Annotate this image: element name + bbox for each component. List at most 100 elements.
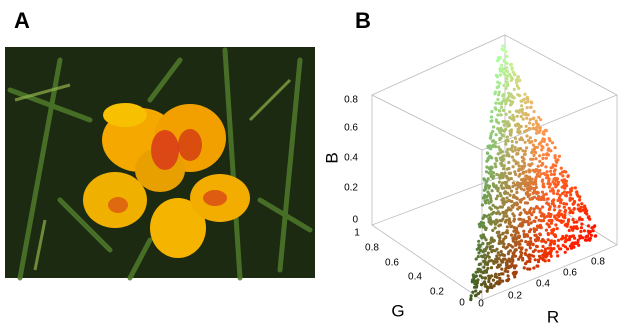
color-point [533,110,536,113]
color-point [566,191,569,194]
color-point [512,238,515,241]
color-point [496,260,499,263]
color-point [517,147,520,150]
color-point [549,170,552,173]
color-point [525,134,528,137]
color-point [492,279,495,282]
color-point [483,189,486,192]
color-point [532,243,535,246]
color-point [580,226,583,229]
color-point [499,157,502,160]
color-point [510,190,513,193]
color-point [523,153,526,156]
color-point [484,270,487,273]
color-point [520,115,523,118]
color-point [539,224,542,227]
color-point [490,132,493,135]
tick-label: 0.8 [591,257,605,268]
color-point [573,237,576,240]
color-point [543,251,546,254]
color-point [505,200,508,203]
color-point [511,255,514,258]
color-point [578,195,581,198]
color-point [482,266,485,269]
color-point [514,241,517,244]
color-point [532,266,535,269]
color-point [570,245,573,248]
color-point [507,274,510,277]
color-point [506,70,509,73]
color-point [561,179,564,182]
color-point [491,245,494,248]
color-point [511,140,514,143]
color-point [542,153,545,156]
color-point [533,147,536,150]
color-point [506,279,509,282]
color-point [521,149,524,152]
color-point [519,173,522,176]
color-point [529,163,532,166]
color-point [574,241,577,244]
color-point [496,221,499,224]
color-point [477,243,480,246]
color-point [505,66,508,69]
color-point [511,114,514,117]
color-point [532,181,535,184]
color-point [565,203,568,206]
color-point [539,141,542,144]
color-point [510,68,513,71]
color-point [515,110,518,113]
color-point [500,102,503,105]
color-point [564,224,567,227]
color-point [496,113,499,116]
color-point [503,258,506,261]
color-point [538,160,541,163]
color-point [527,185,530,188]
color-point [524,101,527,104]
color-point [496,86,499,89]
color-point [562,215,565,218]
color-point [472,279,475,282]
color-point [490,110,493,113]
color-point [563,206,566,209]
color-point [507,243,510,246]
color-point [486,263,489,266]
color-point [524,253,527,256]
color-point [535,216,538,219]
color-point [497,93,500,96]
color-point [510,234,513,237]
color-point [548,182,551,185]
tick-label: 0.2 [344,183,358,194]
color-point [538,175,541,178]
color-point [594,234,597,237]
color-point [501,205,504,208]
color-point [521,99,524,102]
color-point [508,154,511,157]
color-point [549,243,552,246]
color-point [538,154,541,157]
color-point [547,238,550,241]
color-point [524,112,527,115]
color-point [501,94,504,97]
color-point [557,244,560,247]
color-point [587,215,590,218]
color-point [511,260,514,263]
color-point [550,166,553,169]
color-point [507,208,510,211]
figure: A B [0,0,621,327]
color-point [522,167,525,170]
color-point [518,243,521,246]
color-point [524,201,527,204]
color-point [504,235,507,238]
color-point [508,222,511,225]
color-point [548,208,551,211]
color-point [560,221,563,224]
color-point [475,284,478,287]
color-point [494,226,497,229]
color-point [513,88,516,91]
color-point [493,284,496,287]
color-point [492,204,495,207]
color-point [511,185,514,188]
color-point [509,63,512,66]
color-point [525,125,528,128]
